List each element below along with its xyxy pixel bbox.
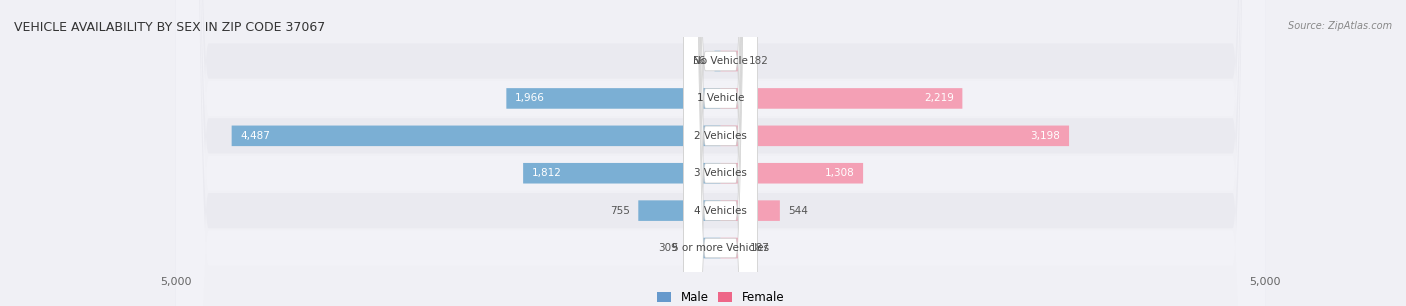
FancyBboxPatch shape — [683, 0, 758, 306]
FancyBboxPatch shape — [721, 238, 741, 258]
Text: Source: ZipAtlas.com: Source: ZipAtlas.com — [1288, 21, 1392, 32]
FancyBboxPatch shape — [721, 88, 962, 109]
FancyBboxPatch shape — [683, 0, 758, 306]
Text: 3,198: 3,198 — [1031, 131, 1060, 141]
FancyBboxPatch shape — [721, 51, 741, 71]
FancyBboxPatch shape — [232, 125, 721, 146]
Text: 4 Vehicles: 4 Vehicles — [695, 206, 747, 216]
Text: 1,308: 1,308 — [825, 168, 855, 178]
FancyBboxPatch shape — [683, 0, 758, 306]
Text: 1 Vehicle: 1 Vehicle — [697, 93, 744, 103]
FancyBboxPatch shape — [683, 0, 758, 306]
FancyBboxPatch shape — [714, 51, 721, 71]
Text: VEHICLE AVAILABILITY BY SEX IN ZIP CODE 37067: VEHICLE AVAILABILITY BY SEX IN ZIP CODE … — [14, 21, 325, 34]
Text: 56: 56 — [693, 56, 706, 66]
FancyBboxPatch shape — [506, 88, 721, 109]
FancyBboxPatch shape — [683, 0, 758, 306]
FancyBboxPatch shape — [721, 200, 780, 221]
Text: 309: 309 — [658, 243, 678, 253]
FancyBboxPatch shape — [683, 0, 758, 306]
Text: 1,966: 1,966 — [515, 93, 546, 103]
FancyBboxPatch shape — [638, 200, 721, 221]
Text: No Vehicle: No Vehicle — [693, 56, 748, 66]
Text: 3 Vehicles: 3 Vehicles — [695, 168, 747, 178]
Text: 1,812: 1,812 — [531, 168, 562, 178]
Text: 182: 182 — [749, 56, 769, 66]
FancyBboxPatch shape — [688, 238, 721, 258]
Text: 544: 544 — [789, 206, 808, 216]
Text: 2,219: 2,219 — [924, 93, 953, 103]
FancyBboxPatch shape — [176, 0, 1265, 306]
Legend: Male, Female: Male, Female — [652, 286, 789, 306]
Text: 4,487: 4,487 — [240, 131, 270, 141]
FancyBboxPatch shape — [176, 0, 1265, 306]
Text: 755: 755 — [610, 206, 630, 216]
FancyBboxPatch shape — [721, 163, 863, 184]
FancyBboxPatch shape — [176, 0, 1265, 306]
FancyBboxPatch shape — [523, 163, 721, 184]
Text: 2 Vehicles: 2 Vehicles — [695, 131, 747, 141]
FancyBboxPatch shape — [176, 0, 1265, 306]
FancyBboxPatch shape — [721, 125, 1069, 146]
Text: 187: 187 — [749, 243, 769, 253]
Text: 5 or more Vehicles: 5 or more Vehicles — [672, 243, 769, 253]
FancyBboxPatch shape — [176, 0, 1265, 306]
FancyBboxPatch shape — [176, 0, 1265, 306]
